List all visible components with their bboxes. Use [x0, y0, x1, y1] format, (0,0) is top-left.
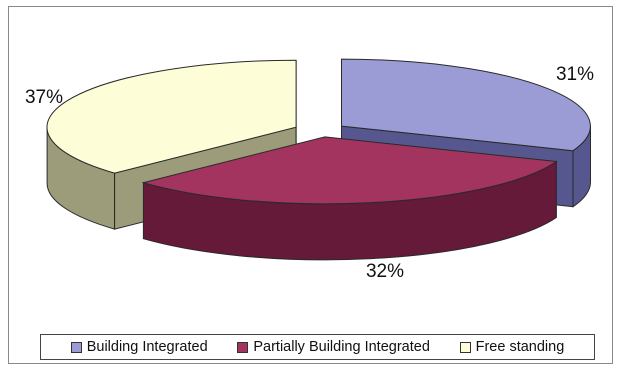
legend-swatch: [459, 341, 471, 353]
data-label-partially-building-integrated: 32%: [366, 261, 404, 282]
legend-swatch: [70, 341, 82, 353]
slice-top-partially-building-integrated: [141, 136, 558, 205]
legend-label: Free standing: [475, 339, 565, 355]
chart-legend: Building Integrated Partially Building I…: [40, 334, 595, 360]
data-label-free-standing: 37%: [25, 87, 63, 108]
legend-swatch: [237, 341, 249, 353]
legend-item-building-integrated: Building Integrated: [70, 339, 208, 355]
slice-top-building-integrated: [341, 58, 591, 152]
slice-top-free-standing: [46, 59, 297, 174]
legend-label: Building Integrated: [86, 339, 208, 355]
legend-label: Partially Building Integrated: [253, 339, 430, 355]
legend-item-free-standing: Free standing: [459, 339, 565, 355]
data-label-building-integrated: 31%: [556, 64, 594, 85]
legend-item-partially-building-integrated: Partially Building Integrated: [237, 339, 430, 355]
